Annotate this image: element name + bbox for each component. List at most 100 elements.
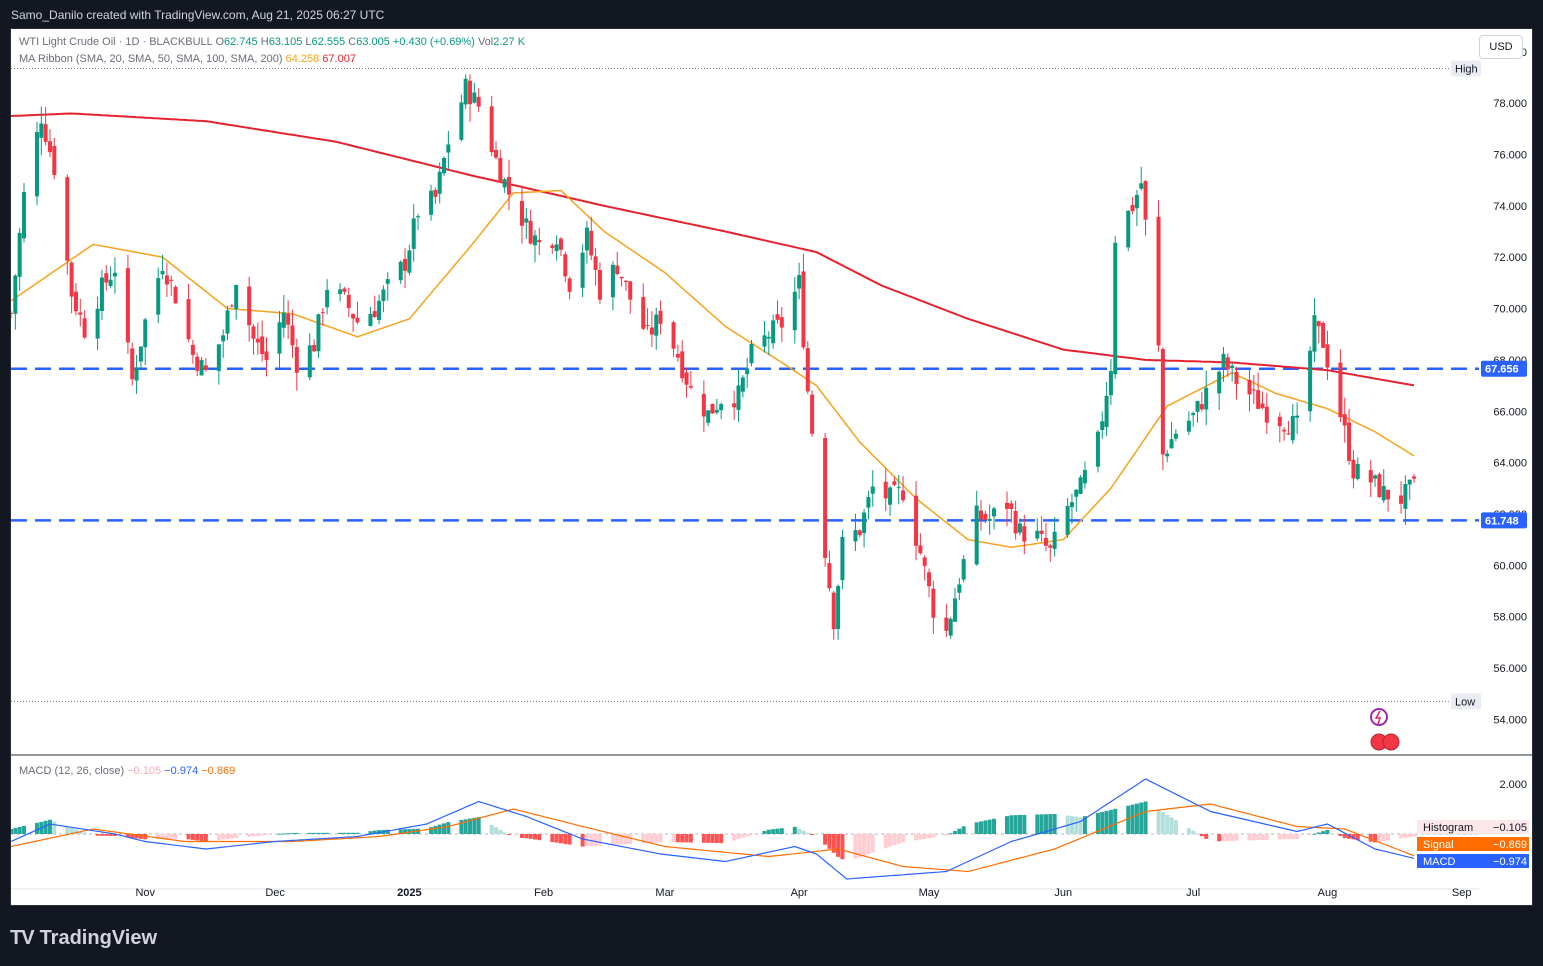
macd-hist-bar xyxy=(862,834,867,856)
macd-hist-bar xyxy=(1221,834,1226,842)
macd-hist-bar xyxy=(857,834,862,858)
candle-body xyxy=(1321,322,1326,348)
macd-hist-bar xyxy=(234,834,239,839)
price-tick-label: 66.000 xyxy=(1493,406,1527,418)
ma200-path xyxy=(11,112,1415,387)
price-tick-label: 74.000 xyxy=(1493,201,1527,213)
macd-hist-bar xyxy=(446,822,451,834)
candle-body xyxy=(675,353,680,358)
macd-hist-bar xyxy=(1351,834,1356,840)
macd-hist-bar xyxy=(944,834,949,836)
macd-hist-bar xyxy=(78,830,83,834)
candle-body xyxy=(1325,344,1330,368)
macd-hist-bar xyxy=(1407,834,1412,838)
macd-hist-bar xyxy=(892,834,897,846)
candle-body xyxy=(641,297,646,329)
macd-hist-bar xyxy=(797,828,802,834)
high-label-bg xyxy=(1451,60,1481,77)
candle-body xyxy=(125,268,130,343)
candle-body xyxy=(1126,210,1131,248)
macd-hist-bar xyxy=(1134,803,1139,834)
candle-body xyxy=(645,324,650,327)
candle-body xyxy=(1234,371,1239,384)
macd-hist-bar xyxy=(1251,834,1256,841)
candle-body xyxy=(519,200,524,226)
candle-body xyxy=(931,588,936,618)
macd-line-path xyxy=(11,778,1415,880)
candle-body xyxy=(1039,530,1044,534)
macd-hist-bar xyxy=(506,834,511,835)
candle-body xyxy=(823,438,828,559)
macd-hist-bar xyxy=(1373,834,1378,843)
macd-hist-bar xyxy=(1230,834,1235,841)
macd-hist-bar xyxy=(264,834,269,835)
macd-hist-bar xyxy=(991,818,996,834)
candle-body xyxy=(918,545,923,554)
candle-body xyxy=(429,190,434,215)
macd-hist-bar xyxy=(1381,834,1386,842)
footer-logo[interactable]: TV TradingView xyxy=(10,922,157,954)
candle-body xyxy=(979,510,984,520)
candle-body xyxy=(95,308,100,339)
symbol-name: WTI Light Crude Oil · 1D · BLACKBULL xyxy=(19,36,213,48)
macd-hist-bar xyxy=(468,818,473,834)
macd-hist-bar xyxy=(1156,809,1161,834)
macd-hist-bar xyxy=(641,834,646,844)
macd-hist-bar xyxy=(654,834,659,843)
time-tick-label: Jun xyxy=(1054,887,1072,899)
currency-button[interactable]: USD xyxy=(1479,35,1523,59)
macd-hist-bar xyxy=(1022,814,1027,834)
candle-body xyxy=(338,289,343,295)
candle-body xyxy=(385,279,390,284)
candle-body xyxy=(1017,523,1022,533)
macd-hist-bar xyxy=(732,834,737,841)
candle-body xyxy=(160,271,165,275)
candle-body xyxy=(948,618,953,636)
macd-hist-bar xyxy=(286,833,291,835)
candle-body xyxy=(524,218,529,223)
candle-body xyxy=(1256,390,1261,409)
macd-hist-bar xyxy=(827,834,832,849)
macd-hist-bar xyxy=(1043,814,1048,834)
macd-hist-bar xyxy=(1316,832,1321,834)
candle-body xyxy=(610,264,615,298)
macd-hist-bar xyxy=(1199,834,1204,837)
macd-hist-bar xyxy=(1160,812,1165,834)
macd-hist-bar xyxy=(1412,834,1417,837)
candle-body xyxy=(195,356,200,371)
histogram-badge-value: −0.105 xyxy=(1493,822,1527,834)
ma20-path xyxy=(11,189,1415,549)
macd-hist-bar xyxy=(385,829,390,834)
candle-body xyxy=(532,235,537,246)
macd-hist-bar xyxy=(277,833,282,835)
macd-hist-bar xyxy=(1013,815,1018,834)
candle-body xyxy=(619,276,624,279)
candle-body xyxy=(771,320,776,344)
macd-hist-bar xyxy=(1004,816,1009,834)
candle-body xyxy=(892,481,897,485)
macd-hist-bar xyxy=(104,834,109,836)
time-tick-label: 2025 xyxy=(397,887,421,899)
macd-hist-bar xyxy=(112,834,117,837)
candle-body xyxy=(740,377,745,392)
macd-hist-bar xyxy=(11,829,13,834)
candle-body xyxy=(801,271,806,348)
macd-hist-bar xyxy=(160,834,165,840)
macd-hist-bar xyxy=(1403,834,1408,838)
candle-body xyxy=(1173,433,1178,439)
candle-body xyxy=(1104,395,1109,428)
macd-label: MACD (12, 26, close) xyxy=(19,765,125,777)
macd-hist-bar xyxy=(1377,834,1382,842)
chart-canvas[interactable]: 80.00078.00076.00074.00072.00070.00068.0… xyxy=(11,29,1534,907)
candle-body xyxy=(325,289,330,308)
high-label: High xyxy=(1455,64,1478,76)
candle-body xyxy=(584,227,589,251)
candle-body xyxy=(1195,401,1200,412)
macd-hist-bar xyxy=(840,834,845,860)
price-tick-label: 76.000 xyxy=(1493,150,1527,162)
price-tick-label: 56.000 xyxy=(1493,663,1527,675)
macd-hist-bar xyxy=(1113,808,1118,834)
candle-body xyxy=(870,486,875,494)
candle-body xyxy=(47,141,52,153)
macd-hist-bar xyxy=(736,834,741,840)
